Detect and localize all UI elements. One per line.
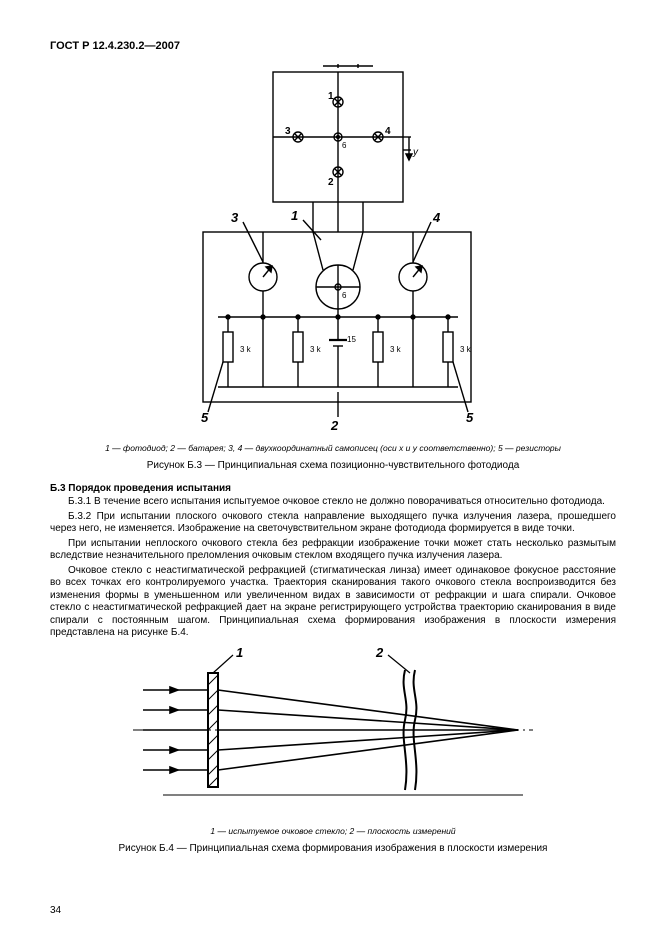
label-b5b: 5 xyxy=(466,410,474,425)
label-b2: 2 xyxy=(330,418,339,432)
section-title: Б.3 Порядок проведения испытания xyxy=(50,483,616,494)
label-b4: 4 xyxy=(432,210,441,225)
label-6: 6 xyxy=(342,141,347,150)
label-x: x xyxy=(358,62,364,63)
label-2: 2 xyxy=(328,177,334,188)
figure-b4-legend: 1 — испытуемое очковое стекло; 2 — плоск… xyxy=(50,826,616,837)
figure-b3-caption: Рисунок Б.3 — Принципиальная схема позиц… xyxy=(50,460,616,471)
label-y: y xyxy=(412,147,419,158)
svg-text:6: 6 xyxy=(342,291,347,300)
figure-b4: 1 2 xyxy=(50,645,616,820)
label-3: 3 xyxy=(285,126,291,137)
svg-text:3 k: 3 k xyxy=(390,345,402,354)
label-4: 4 xyxy=(385,126,391,137)
label-b1: 1 xyxy=(291,208,298,223)
svg-text:3 k: 3 k xyxy=(310,345,322,354)
label-15: 15 xyxy=(347,335,356,344)
para-b3-4: Очковое стекло с неастигматической рефра… xyxy=(50,565,616,640)
para-b31: Б.3.1 В течение всего испытания испытуем… xyxy=(50,496,616,509)
figure-b3: Xk x y 1 2 3 4 6 xyxy=(50,62,616,437)
figure-b4-caption: Рисунок Б.4 — Принципиальная схема форми… xyxy=(50,843,616,854)
svg-text:3 k: 3 k xyxy=(240,345,252,354)
fig4-label-2: 2 xyxy=(375,645,384,660)
label-b3: 3 xyxy=(231,210,239,225)
page-number: 34 xyxy=(50,905,61,916)
figure-b3-legend: 1 — фотодиод; 2 — батарея; 3, 4 — двухко… xyxy=(50,443,616,454)
svg-text:3 k: 3 k xyxy=(460,345,472,354)
label-xk: Xk xyxy=(330,62,344,64)
label-1: 1 xyxy=(328,91,334,102)
fig4-label-1: 1 xyxy=(236,645,243,660)
para-b32: Б.3.2 При испытании плоского очкового ст… xyxy=(50,511,616,536)
document-header: ГОСТ Р 12.4.230.2—2007 xyxy=(50,40,616,52)
label-b5: 5 xyxy=(201,410,209,425)
para-b3-3: При испытании неплоского очкового стекла… xyxy=(50,538,616,563)
